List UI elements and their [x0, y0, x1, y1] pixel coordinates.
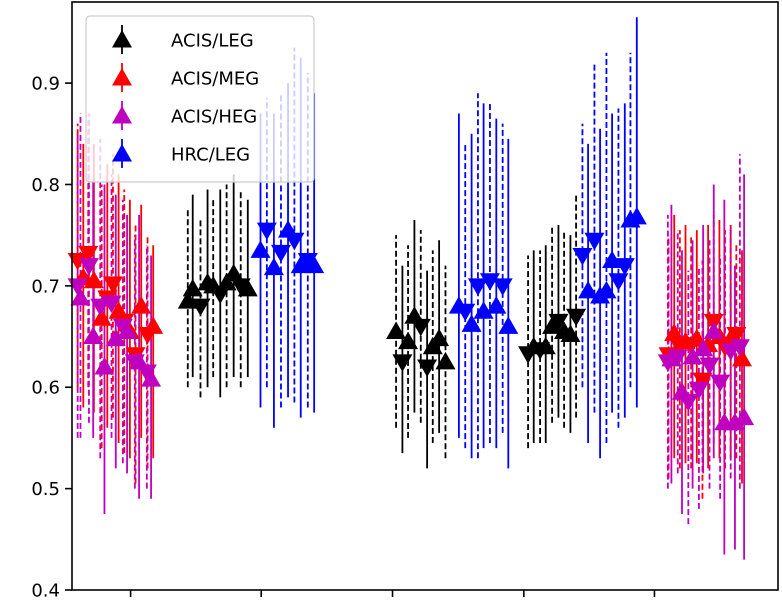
data-marker — [216, 272, 237, 291]
data-marker — [190, 298, 211, 317]
data-marker — [210, 286, 231, 304]
legend-marker — [112, 68, 132, 86]
data-marker — [78, 258, 99, 276]
data-marker — [83, 326, 104, 345]
data-marker — [131, 296, 152, 314]
data-marker — [270, 244, 291, 263]
data-marker — [614, 258, 635, 276]
data-marker — [734, 407, 755, 426]
data-marker — [498, 316, 519, 334]
data-marker — [492, 278, 513, 296]
y-tick-label: 0.8 — [31, 175, 60, 196]
data-marker — [572, 247, 593, 266]
data-marker — [560, 324, 581, 343]
data-marker — [486, 296, 507, 314]
data-marker — [602, 250, 623, 269]
legend-marker — [112, 30, 132, 48]
data-marker — [94, 356, 115, 375]
data-marker — [435, 351, 456, 370]
x-axis — [129, 590, 656, 597]
data-marker — [429, 328, 450, 347]
data-marker — [143, 316, 164, 334]
y-tick-label: 0.7 — [31, 276, 60, 297]
data-marker — [566, 308, 587, 327]
data-marker — [473, 301, 494, 319]
data-marker — [467, 278, 488, 296]
data-marker — [83, 270, 104, 289]
data-marker — [542, 316, 563, 334]
data-marker — [417, 359, 438, 377]
y-tick-label: 0.6 — [31, 378, 60, 399]
data-marker — [710, 374, 731, 393]
data-marker — [237, 278, 258, 297]
data-marker — [461, 314, 482, 332]
data-marker — [692, 372, 713, 391]
legend-label: HRC/LEG — [171, 145, 250, 166]
data-marker — [608, 273, 629, 291]
y-axis: 0.4 0.5 0.6 0.7 0.8 0.9 — [31, 74, 72, 600]
legend-marker — [112, 106, 132, 124]
data-marker — [596, 280, 617, 299]
data-marker — [91, 308, 112, 326]
data-marker — [223, 263, 244, 282]
plot-frame — [71, 1, 779, 591]
data-marker — [256, 222, 277, 241]
data-marker — [726, 327, 747, 345]
data-marker — [386, 321, 407, 339]
y-tick-label: 0.9 — [31, 74, 60, 95]
data-marker — [578, 280, 599, 299]
data-marker — [78, 245, 99, 264]
legend-label: ACIS/HEG — [171, 107, 257, 128]
data-marker — [724, 412, 745, 431]
data-marker — [626, 206, 647, 225]
data-marker — [136, 364, 157, 383]
data-marker — [141, 369, 162, 387]
data-marker — [117, 321, 138, 339]
data-marker — [90, 298, 111, 317]
data-marker — [410, 318, 431, 337]
data-marker — [101, 295, 122, 314]
data-marker — [584, 232, 605, 251]
data-marker — [250, 240, 271, 258]
data-marker — [263, 257, 284, 276]
data-marker — [548, 313, 569, 332]
legend-marker — [112, 144, 132, 162]
data-marker — [297, 253, 318, 271]
data-marker — [535, 336, 556, 355]
data-marker — [290, 255, 311, 274]
data-marker — [392, 354, 413, 372]
data-marker — [105, 328, 126, 347]
y-tick-label: 0.5 — [31, 479, 60, 500]
data-marker — [102, 276, 123, 294]
data-marker — [699, 357, 720, 375]
legend-label: ACIS/LEG — [171, 31, 254, 52]
data-marker — [479, 273, 500, 291]
data-marker — [693, 338, 714, 357]
data-markers — [67, 206, 755, 431]
data-marker — [455, 303, 476, 322]
legend: ACIS/LEG ACIS/MEG ACIS/HEG HRC/LEG — [85, 15, 315, 183]
data-marker — [678, 393, 699, 412]
data-marker — [177, 291, 198, 309]
data-marker — [664, 323, 685, 342]
data-marker — [284, 232, 305, 251]
data-marker — [703, 321, 724, 339]
data-marker — [731, 348, 752, 367]
data-marker — [182, 278, 203, 297]
data-marker — [667, 349, 688, 367]
data-marker — [688, 381, 709, 400]
data-marker — [70, 288, 91, 306]
data-marker — [682, 346, 703, 365]
data-marker — [304, 255, 325, 274]
legend-label: ACIS/MEG — [171, 69, 259, 90]
y-tick-label: 0.4 — [31, 581, 60, 600]
legend-box — [85, 15, 315, 183]
data-marker — [729, 339, 750, 357]
data-marker — [398, 331, 419, 350]
